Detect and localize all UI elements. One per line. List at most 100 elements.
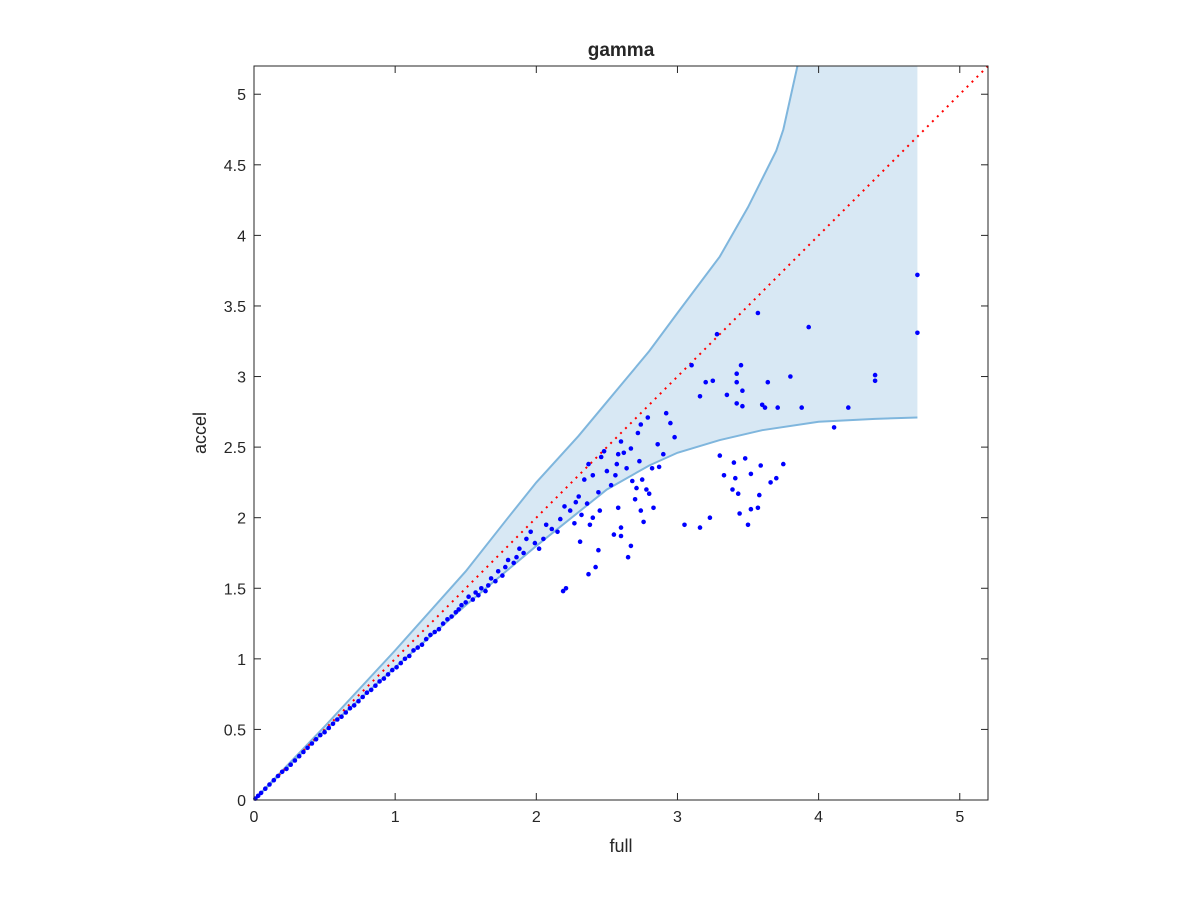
data-point bbox=[765, 379, 771, 385]
y-tick-label: 0 bbox=[237, 793, 246, 810]
data-point bbox=[579, 512, 584, 518]
data-point bbox=[758, 463, 763, 468]
y-tick-label: 4 bbox=[237, 228, 246, 245]
data-point bbox=[377, 679, 382, 684]
data-point bbox=[740, 403, 745, 409]
data-point bbox=[500, 573, 505, 578]
data-point bbox=[296, 753, 302, 759]
data-point bbox=[470, 597, 476, 602]
data-point bbox=[596, 490, 601, 495]
y-tick-label: 3 bbox=[237, 370, 246, 387]
x-tick-label: 0 bbox=[250, 809, 259, 826]
data-point bbox=[292, 758, 298, 763]
data-point bbox=[419, 642, 425, 647]
data-point bbox=[373, 683, 378, 688]
data-point bbox=[330, 721, 336, 727]
data-point bbox=[915, 272, 920, 278]
data-point bbox=[745, 522, 751, 528]
data-point bbox=[543, 522, 549, 528]
data-point bbox=[604, 468, 610, 474]
plot-area bbox=[253, 65, 989, 801]
data-point bbox=[775, 405, 780, 410]
data-point bbox=[576, 494, 581, 499]
data-point bbox=[587, 522, 593, 528]
data-point bbox=[598, 454, 604, 460]
data-point bbox=[343, 710, 349, 715]
data-point bbox=[641, 519, 646, 525]
data-point bbox=[309, 741, 315, 746]
data-point bbox=[774, 475, 779, 481]
data-point bbox=[615, 505, 621, 511]
data-point bbox=[637, 458, 642, 464]
data-point bbox=[505, 557, 511, 563]
data-point bbox=[411, 648, 416, 653]
data-point bbox=[573, 499, 579, 505]
data-point bbox=[267, 782, 272, 787]
data-point bbox=[318, 732, 323, 738]
data-point bbox=[483, 588, 488, 594]
data-point bbox=[394, 665, 399, 670]
y-tick-label: 3.5 bbox=[224, 299, 246, 316]
data-point bbox=[707, 515, 713, 520]
axis-ticks: 0 1 2 3 4 5 0 0.5 1 1.5 2 2.5 3 3.5 4 4.5 5 bbox=[224, 66, 988, 826]
data-point bbox=[614, 461, 620, 467]
data-point bbox=[646, 491, 652, 497]
data-point bbox=[682, 522, 687, 528]
data-point bbox=[517, 546, 522, 551]
data-point bbox=[596, 547, 601, 553]
data-point bbox=[577, 539, 583, 544]
data-point bbox=[364, 690, 370, 695]
data-point bbox=[436, 626, 442, 632]
data-point bbox=[714, 331, 720, 337]
data-point bbox=[651, 505, 656, 511]
data-point bbox=[618, 533, 624, 539]
data-point bbox=[663, 410, 669, 416]
data-point bbox=[528, 529, 533, 535]
data-point bbox=[639, 477, 645, 482]
data-point bbox=[703, 379, 708, 385]
data-point bbox=[806, 324, 811, 330]
data-point bbox=[466, 594, 471, 599]
data-point bbox=[755, 505, 761, 511]
y-tick-label: 1 bbox=[237, 652, 246, 669]
data-point bbox=[368, 687, 374, 693]
data-point bbox=[356, 698, 361, 704]
data-point bbox=[586, 461, 591, 467]
data-point bbox=[398, 660, 404, 666]
data-point bbox=[734, 401, 739, 406]
data-point bbox=[748, 506, 754, 512]
data-point bbox=[284, 766, 289, 772]
data-point bbox=[503, 564, 508, 570]
data-point bbox=[872, 372, 878, 378]
data-point bbox=[440, 621, 446, 626]
data-point bbox=[347, 706, 353, 711]
data-point bbox=[615, 451, 621, 457]
axes-box bbox=[253, 65, 989, 801]
data-point bbox=[735, 491, 741, 497]
data-point bbox=[689, 362, 694, 368]
data-point bbox=[326, 725, 332, 731]
data-point bbox=[831, 425, 837, 430]
data-point bbox=[799, 405, 804, 410]
data-point bbox=[872, 378, 878, 384]
data-point bbox=[608, 482, 614, 488]
y-tick-label: 0.5 bbox=[224, 722, 246, 739]
data-point bbox=[668, 420, 673, 426]
data-point bbox=[339, 714, 344, 719]
data-point bbox=[493, 578, 498, 584]
data-point bbox=[322, 729, 327, 735]
data-point bbox=[390, 667, 395, 673]
y-tick-label: 4.5 bbox=[224, 158, 246, 175]
data-point bbox=[335, 717, 340, 722]
data-point bbox=[597, 508, 603, 513]
data-point bbox=[271, 777, 277, 783]
data-point bbox=[258, 790, 264, 796]
data-point bbox=[463, 600, 469, 605]
data-point bbox=[536, 546, 542, 551]
data-point bbox=[697, 525, 703, 530]
data-point bbox=[738, 362, 744, 368]
data-point bbox=[737, 511, 742, 516]
data-point bbox=[584, 501, 590, 506]
data-point bbox=[532, 540, 538, 546]
data-point bbox=[402, 656, 408, 662]
